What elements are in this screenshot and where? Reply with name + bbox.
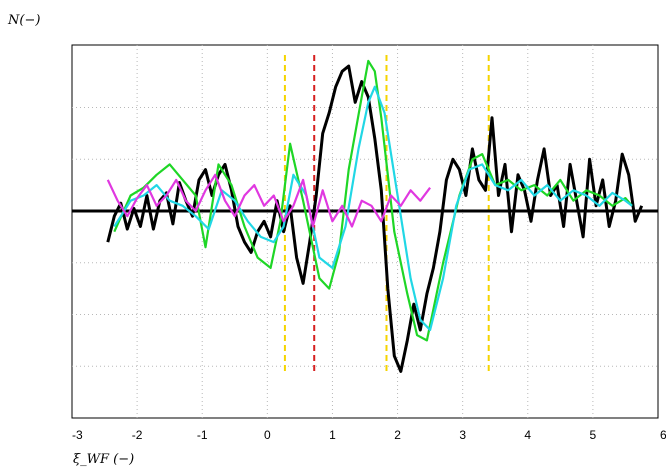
x-axis-label: ξ_WF (−) bbox=[73, 452, 134, 467]
x-tick-label: -3 bbox=[72, 428, 83, 442]
series-line bbox=[113, 59, 633, 342]
x-tick-label: -2 bbox=[132, 428, 143, 442]
y-axis-label: N(−) bbox=[7, 13, 40, 28]
x-tick-label: 3 bbox=[459, 428, 466, 442]
series-group bbox=[106, 59, 644, 373]
series-line bbox=[106, 173, 431, 228]
x-tick-label: 4 bbox=[524, 428, 531, 442]
x-tick-labels: -3 -2 -1 0 1 2 3 4 5 6 bbox=[72, 428, 666, 442]
x-tick-label: 5 bbox=[590, 428, 597, 442]
x-tick-label: 1 bbox=[329, 428, 336, 442]
plot-area bbox=[71, 44, 659, 419]
x-tick-label: 2 bbox=[394, 428, 401, 442]
vertical-markers bbox=[283, 55, 490, 373]
series-line bbox=[113, 85, 633, 332]
x-tick-label: -1 bbox=[197, 428, 208, 442]
x-tick-label: 0 bbox=[264, 428, 271, 442]
x-tick-label: 6 bbox=[660, 428, 666, 442]
grid bbox=[72, 45, 658, 418]
